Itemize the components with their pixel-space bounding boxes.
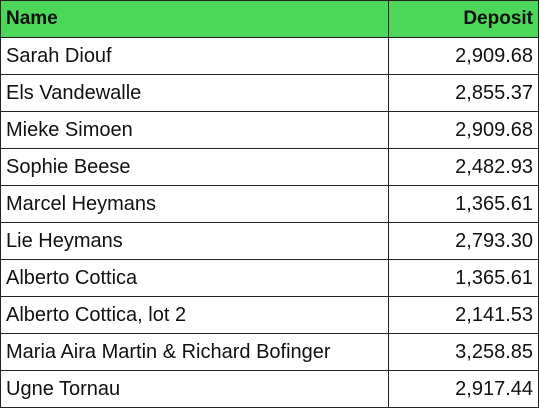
deposit-cell: 2,909.68 [388,37,539,75]
column-header: Deposit [388,0,539,38]
table-row: Mieke Simoen 2,909.68 [0,111,539,149]
name-cell: Els Vandewalle [0,74,389,112]
deposit-cell: 2,917.44 [388,370,539,408]
name-cell: Sarah Diouf [0,37,389,75]
name-cell: Alberto Cottica, lot 2 [0,296,389,334]
deposit-cell: 2,141.53 [388,296,539,334]
column-header: Name [0,0,389,38]
table-row: Marcel Heymans 1,365.61 [0,185,539,223]
name-cell: Marcel Heymans [0,185,389,223]
deposit-cell: 2,909.68 [388,111,539,149]
table-row: Sophie Beese 2,482.93 [0,148,539,186]
deposit-cell: 1,365.61 [388,185,539,223]
table-row: Sarah Diouf 2,909.68 [0,37,539,75]
deposit-cell: 3,258.85 [388,333,539,371]
table-row: Els Vandewalle 2,855.37 [0,74,539,112]
table-row: Alberto Cottica, lot 2 2,141.53 [0,296,539,334]
deposit-cell: 2,793.30 [388,222,539,260]
header-row: Name Deposit [0,0,539,38]
table-row: Alberto Cottica 1,365.61 [0,259,539,297]
table-row: Maria Aira Martin & Richard Bofinger 3,25… [0,333,539,371]
deposit-cell: 2,855.37 [388,74,539,112]
name-cell: Alberto Cottica [0,259,389,297]
table-body: Sarah Diouf 2,909.68 Els Vandewalle 2,855.3… [0,37,539,408]
name-cell: Mieke Simoen [0,111,389,149]
table-row: Lie Heymans 2,793.30 [0,222,539,260]
name-cell: Lie Heymans [0,222,389,260]
deposit-cell: 2,482.93 [388,148,539,186]
name-cell: Sophie Beese [0,148,389,186]
name-cell: Maria Aira Martin & Richard Bofinger [0,333,389,371]
deposit-cell: 1,365.61 [388,259,539,297]
table-row: Ugne Tornau 2,917.44 [0,370,539,408]
name-cell: Ugne Tornau [0,370,389,408]
